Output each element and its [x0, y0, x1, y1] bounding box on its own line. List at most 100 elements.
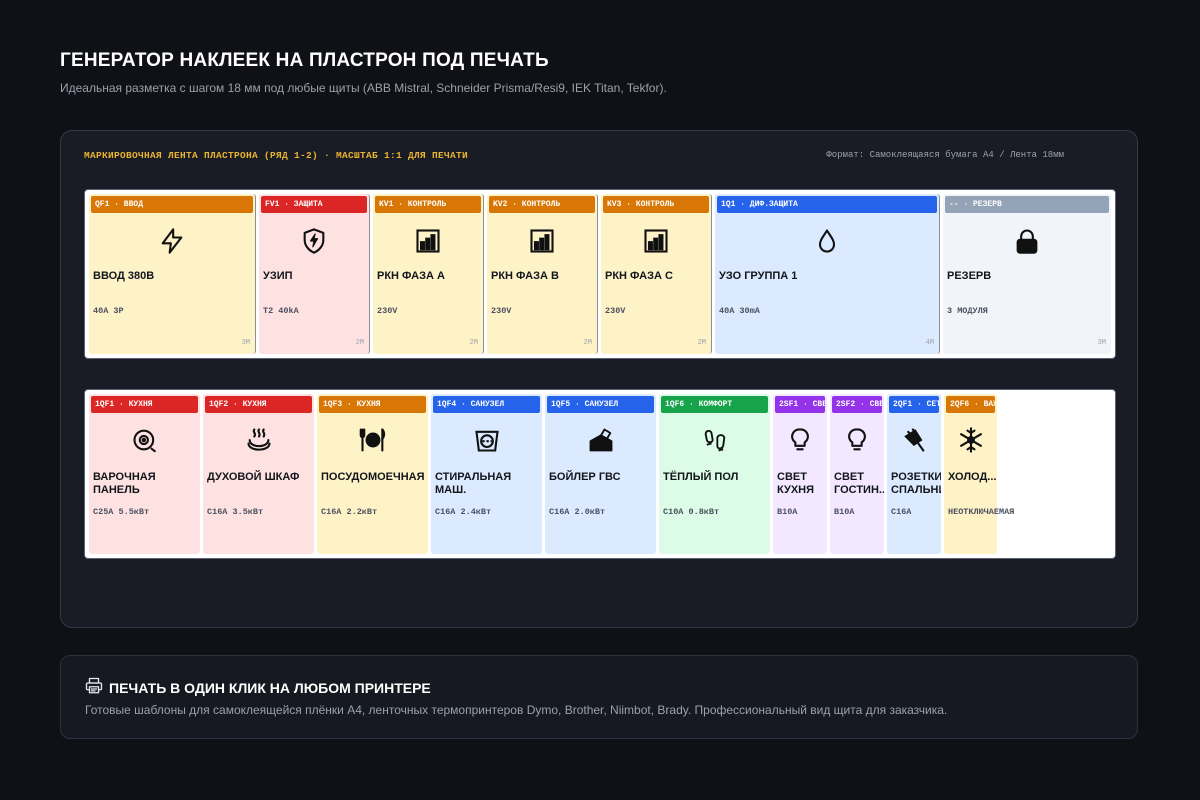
- bar-chart-icon: [487, 226, 597, 256]
- label-module[interactable]: 1QF6 · КОМФОРТ ТЁПЛЫЙ ПОЛ C10A 0.8кВт: [659, 394, 770, 554]
- module-rating: 230V: [377, 306, 398, 316]
- module-tag: 1QF4 · САНУЗЕЛ: [433, 396, 540, 413]
- print-info-text: Готовые шаблоны для самоклеящейся плёнки…: [85, 703, 948, 717]
- label-strip-row-2: 1QF1 · КУХНЯ ВАРОЧНАЯ ПАНЕЛЬ C25A 5.5кВт…: [84, 389, 1116, 559]
- module-tag: KV2 · КОНТРОЛЬ: [489, 196, 595, 213]
- label-module[interactable]: QF1 · ВВОД ВВОД 380В 40A 3P 3М: [89, 194, 256, 354]
- module-name: УЗИП: [263, 270, 293, 282]
- module-name: УЗО ГРУППА 1: [719, 270, 798, 282]
- module-name: ХОЛОД...: [948, 471, 997, 483]
- module-tag: 1QF5 · САНУЗЕЛ: [547, 396, 654, 413]
- module-rating: C16A: [891, 507, 912, 517]
- label-module[interactable]: 1QF4 · САНУЗЕЛ СТИРАЛЬНАЯ МАШ. C16A 2.4к…: [431, 394, 542, 554]
- module-tag: 2QF1 · СЕТЬ: [889, 396, 939, 413]
- boiler-icon: [545, 425, 656, 455]
- module-width: 3М: [241, 339, 250, 347]
- module-rating: C16A 3.5кВт: [207, 507, 264, 517]
- panel-caption: МАРКИРОВОЧНАЯ ЛЕНТА ПЛАСТРОНА (РЯД 1-2) …: [84, 150, 469, 161]
- module-rating: 3 МОДУЛЯ: [947, 306, 988, 316]
- module-width: 3М: [1097, 339, 1106, 347]
- module-name: РОЗЕТКИ СПАЛЬНИ: [891, 471, 941, 496]
- module-width: 2М: [355, 339, 364, 347]
- module-rating: 40A 3P: [93, 306, 124, 316]
- lightbulb-icon: [773, 425, 827, 455]
- module-rating: 230V: [605, 306, 626, 316]
- module-width: 4М: [925, 339, 934, 347]
- module-name: РКН ФАЗА A: [377, 270, 445, 282]
- module-name: РКН ФАЗА C: [605, 270, 673, 282]
- panel-header: МАРКИРОВОЧНАЯ ЛЕНТА ПЛАСТРОНА (РЯД 1-2) …: [84, 150, 1064, 164]
- module-name: СТИРАЛЬНАЯ МАШ.: [435, 471, 512, 496]
- module-rating: 230V: [491, 306, 512, 316]
- module-rating: НЕОТКЛЮЧАЕМАЯ: [948, 507, 1015, 517]
- lightbulb-icon: [830, 425, 884, 455]
- label-module[interactable]: 1QF1 · КУХНЯ ВАРОЧНАЯ ПАНЕЛЬ C25A 5.5кВт: [89, 394, 200, 554]
- module-name: ТЁПЛЫЙ ПОЛ: [663, 471, 739, 483]
- module-name: РЕЗЕРВ: [947, 270, 992, 282]
- module-tag: 2QF6 · ВАЖНО: [946, 396, 995, 413]
- footprints-icon: [659, 425, 770, 455]
- module-name: РКН ФАЗА B: [491, 270, 559, 282]
- printer-icon: [85, 677, 103, 698]
- module-tag: KV1 · КОНТРОЛЬ: [375, 196, 481, 213]
- module-tag: KV3 · КОНТРОЛЬ: [603, 196, 709, 213]
- module-name: СВЕТ КУХНЯ: [777, 471, 815, 496]
- module-name: СВЕТ ГОСТИН...: [834, 471, 884, 496]
- label-module[interactable]: 2QF6 · ВАЖНО ХОЛОД... НЕОТКЛЮЧАЕМАЯ: [944, 394, 1015, 554]
- print-info-heading: ПЕЧАТЬ В ОДИН КЛИК НА ЛЮБОМ ПРИНТЕРЕ: [109, 679, 431, 696]
- drop-icon: [715, 226, 939, 256]
- page-title: ГЕНЕРАТОР НАКЛЕЕК НА ПЛАСТРОН ПОД ПЕЧАТЬ: [60, 50, 549, 71]
- module-tag: FV1 · ЗАЩИТА: [261, 196, 367, 213]
- module-tag: 1QF1 · КУХНЯ: [91, 396, 198, 413]
- module-name: ПОСУДОМОЕЧНАЯ: [321, 471, 425, 483]
- module-rating: C16A 2.4кВт: [435, 507, 492, 517]
- module-rating: B10A: [777, 507, 798, 517]
- label-module[interactable]: 1Q1 · ДИФ.ЗАЩИТА УЗО ГРУППА 1 40A 30mA 4…: [715, 194, 940, 354]
- module-name: ВВОД 380В: [93, 270, 155, 282]
- module-name: БОЙЛЕР ГВС: [549, 471, 621, 483]
- module-width: 2М: [583, 339, 592, 347]
- label-module[interactable]: FV1 · ЗАЩИТА УЗИП T2 40kA 2М: [259, 194, 370, 354]
- module-rating: C10A 0.8кВт: [663, 507, 720, 517]
- lightning-icon: [89, 226, 255, 256]
- page-subtitle: Идеальная разметка с шагом 18 мм под люб…: [60, 81, 667, 95]
- module-rating: C16A 2.0кВт: [549, 507, 606, 517]
- panel-format-info: Формат: Самоклеящаяся бумага А4 / Лента …: [826, 150, 1064, 160]
- label-module[interactable]: KV3 · КОНТРОЛЬ РКН ФАЗА C 230V 2М: [601, 194, 712, 354]
- module-rating: T2 40kA: [263, 306, 299, 316]
- module-tag: 1QF3 · КУХНЯ: [319, 396, 426, 413]
- oven-heat-icon: [203, 425, 314, 455]
- module-rating: C16A 2.2кВт: [321, 507, 378, 517]
- bar-chart-icon: [601, 226, 711, 256]
- label-module[interactable]: 1QF5 · САНУЗЕЛ БОЙЛЕР ГВС C16A 2.0кВт: [545, 394, 656, 554]
- label-module[interactable]: KV1 · КОНТРОЛЬ РКН ФАЗА A 230V 2М: [373, 194, 484, 354]
- print-info-panel: ПЕЧАТЬ В ОДИН КЛИК НА ЛЮБОМ ПРИНТЕРЕ Гот…: [60, 655, 1138, 739]
- shield-bolt-icon: [259, 226, 369, 256]
- module-tag: 2SF2 · СВЕТ: [832, 396, 882, 413]
- washing-machine-icon: [431, 425, 542, 455]
- label-strip-panel: МАРКИРОВОЧНАЯ ЛЕНТА ПЛАСТРОНА (РЯД 1-2) …: [60, 130, 1138, 628]
- plug-icon: [887, 425, 941, 455]
- dishwasher-icon: [317, 425, 428, 455]
- module-rating: C25A 5.5кВт: [93, 507, 150, 517]
- module-rating: B10A: [834, 507, 855, 517]
- label-strip-row-1: QF1 · ВВОД ВВОД 380В 40A 3P 3М FV1 · ЗАЩ…: [84, 189, 1116, 359]
- snowflake-icon: [944, 425, 997, 455]
- module-tag: 1QF6 · КОМФОРТ: [661, 396, 768, 413]
- module-name: ВАРОЧНАЯ ПАНЕЛЬ: [93, 471, 156, 496]
- cooktop-icon: [89, 425, 200, 455]
- label-module[interactable]: 2SF2 · СВЕТ СВЕТ ГОСТИН... B10A: [830, 394, 884, 554]
- module-tag: 2SF1 · СВЕТ: [775, 396, 825, 413]
- label-module[interactable]: KV2 · КОНТРОЛЬ РКН ФАЗА B 230V 2М: [487, 194, 598, 354]
- label-module[interactable]: 1QF2 · КУХНЯ ДУХОВОЙ ШКАФ C16A 3.5кВт: [203, 394, 314, 554]
- print-info-title: ПЕЧАТЬ В ОДИН КЛИК НА ЛЮБОМ ПРИНТЕРЕ: [85, 677, 431, 698]
- module-tag: 1QF2 · КУХНЯ: [205, 396, 312, 413]
- label-module[interactable]: 1QF3 · КУХНЯ ПОСУДОМОЕЧНАЯ C16A 2.2кВт: [317, 394, 428, 554]
- module-tag: -- · РЕЗЕРВ: [945, 196, 1109, 213]
- label-module[interactable]: -- · РЕЗЕРВ РЕЗЕРВ 3 МОДУЛЯ 3М: [943, 194, 1111, 354]
- label-module[interactable]: 2SF1 · СВЕТ СВЕТ КУХНЯ B10A: [773, 394, 827, 554]
- module-name: ДУХОВОЙ ШКАФ: [207, 471, 300, 483]
- module-tag: 1Q1 · ДИФ.ЗАЩИТА: [717, 196, 937, 213]
- module-width: 2М: [697, 339, 706, 347]
- label-module[interactable]: 2QF1 · СЕТЬ РОЗЕТКИ СПАЛЬНИ C16A: [887, 394, 941, 554]
